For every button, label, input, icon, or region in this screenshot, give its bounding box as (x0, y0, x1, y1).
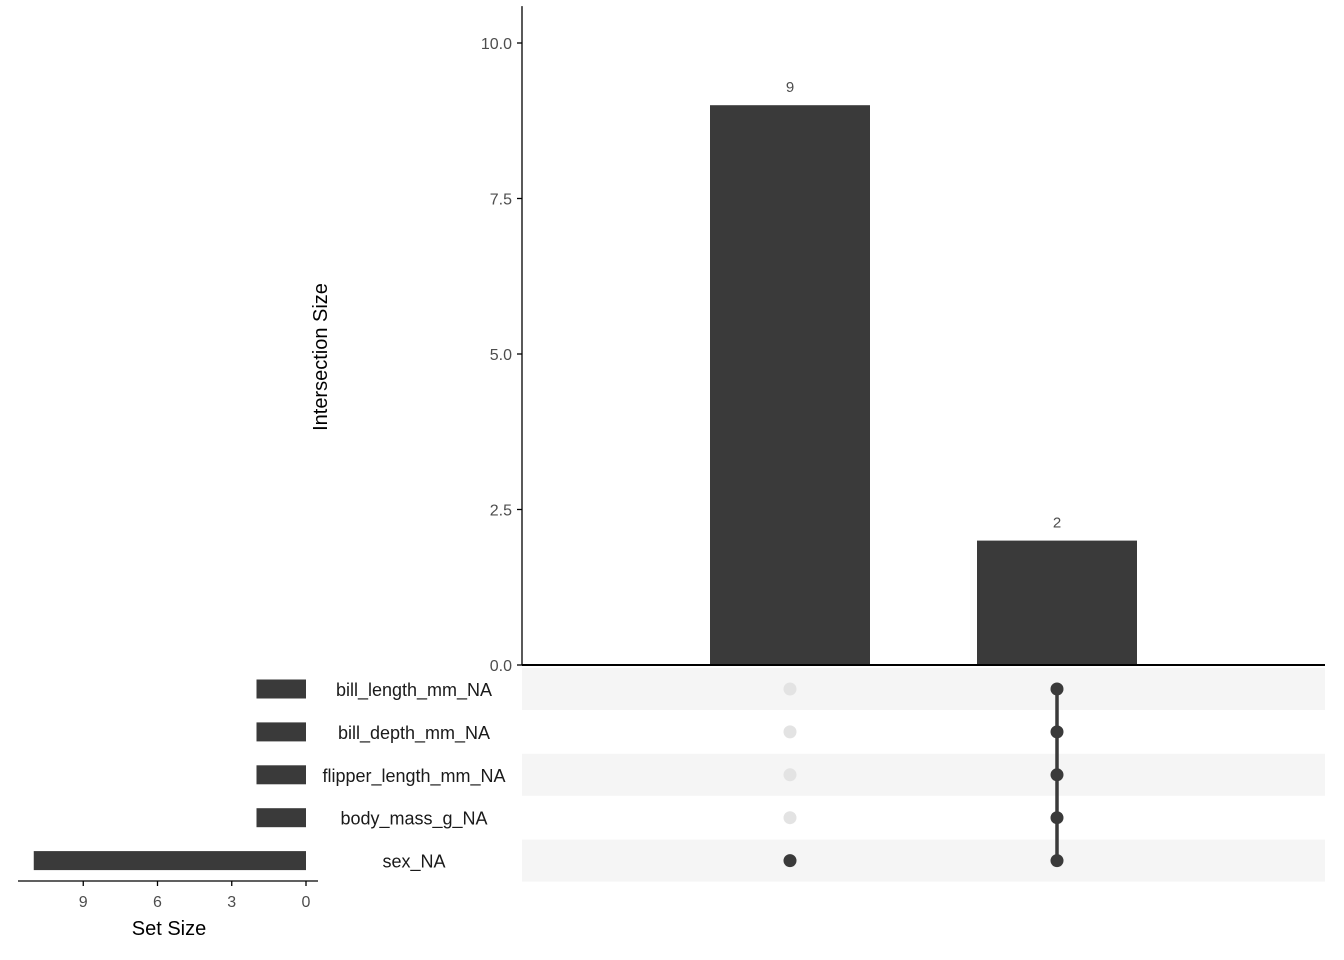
intersection-matrix (783, 682, 1064, 868)
matrix-stripe (522, 839, 1325, 882)
set-size-bar (256, 808, 306, 828)
set-name-label: bill_depth_mm_NA (338, 723, 490, 744)
matrix-dot-inactive (783, 768, 797, 782)
y-tick-label: 5.0 (490, 347, 512, 364)
set-name-labels: bill_length_mm_NA bill_depth_mm_NAflipper… (322, 680, 505, 873)
set-name-label: sex_NA (382, 852, 445, 873)
y-axis-title: Intersection Size (310, 283, 332, 431)
x-tick-label: 9 (79, 894, 88, 911)
intersection-bar-label: 2 (1053, 515, 1061, 532)
matrix-dot-active (1050, 768, 1064, 782)
intersection-bar (977, 540, 1137, 665)
matrix-dot-active (1050, 811, 1064, 825)
y-tick-label: 10.0 (481, 36, 512, 53)
matrix-dot-inactive (783, 682, 797, 696)
set-size-bar (256, 765, 306, 785)
x-tick-label: 0 (302, 894, 311, 911)
matrix-dot-active (1050, 854, 1064, 868)
set-size-bar (33, 851, 306, 871)
y-tick-label: 7.5 (490, 192, 512, 209)
set-name-label: flipper_length_mm_NA (322, 766, 505, 787)
x-tick-label: 6 (153, 894, 162, 911)
matrix-stripe (522, 668, 1325, 710)
matrix-dot-active (1050, 725, 1064, 739)
matrix-dot-inactive (783, 811, 797, 825)
matrix-stripe (522, 753, 1325, 796)
intersection-y-axis: 0.0 2.5 5.0 7.5 10.0 (481, 6, 1325, 675)
intersection-bar-labels: 92 (786, 79, 1061, 531)
intersection-bar-label: 9 (786, 79, 794, 96)
set-name-label: body_mass_g_NA (340, 809, 487, 830)
x-axis-title: Set Size (132, 918, 206, 940)
set-size-bar (256, 722, 306, 742)
y-tick-label: 0.0 (490, 658, 512, 675)
set-size-bars (33, 679, 306, 871)
matrix-dot-active (783, 854, 797, 868)
intersection-bars (710, 105, 1137, 665)
matrix-dot-active (1050, 682, 1064, 696)
set-size-axis: 9 6 3 0 (18, 880, 318, 911)
set-name-label: bill_length_mm_NA (336, 680, 492, 701)
matrix-dot-inactive (783, 725, 797, 739)
y-tick-label: 2.5 (490, 503, 512, 520)
intersection-bar (710, 105, 870, 665)
matrix-background (522, 668, 1325, 882)
x-tick-label: 3 (227, 894, 236, 911)
set-size-bar (256, 679, 306, 699)
